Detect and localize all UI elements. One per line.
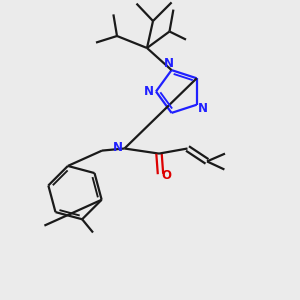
Text: N: N [164, 57, 174, 70]
Text: O: O [161, 169, 171, 182]
Text: N: N [113, 141, 123, 154]
Text: N: N [144, 85, 154, 98]
Text: N: N [197, 103, 208, 116]
